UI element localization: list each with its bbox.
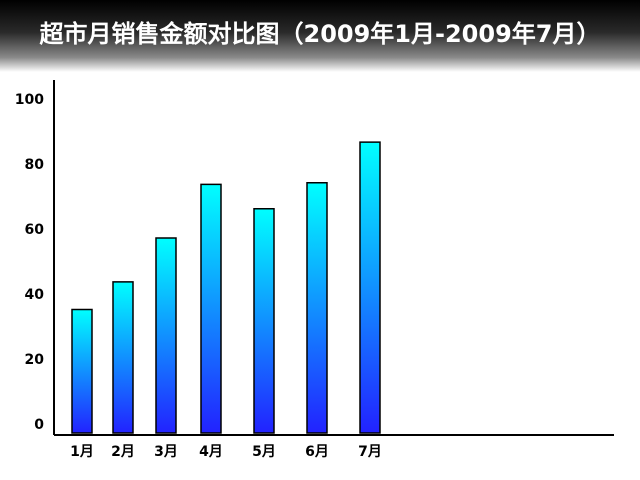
- y-tick-label: 60: [25, 222, 45, 238]
- x-tick-label: 1月: [70, 444, 94, 460]
- x-tick-label: 6月: [305, 444, 329, 460]
- bar-1: [71, 308, 93, 434]
- chart-title: 超市月销售金额对比图（2009年1月-2009年7月）: [39, 20, 601, 48]
- bar-7: [359, 141, 381, 434]
- y-tick-label: 80: [25, 157, 45, 173]
- x-tick-label: 4月: [199, 444, 223, 460]
- x-tick-label: 5月: [252, 444, 276, 460]
- y-tick-label: 20: [25, 352, 45, 368]
- y-tick-label: 0: [34, 417, 44, 433]
- bar-3: [155, 237, 177, 434]
- bar-4: [200, 183, 222, 434]
- x-tick-label: 3月: [154, 444, 178, 460]
- title-bar: 超市月销售金额对比图（2009年1月-2009年7月）: [0, 0, 640, 72]
- x-tick-label: 2月: [111, 444, 135, 460]
- bar-5: [253, 208, 275, 434]
- y-tick-label: 100: [15, 92, 44, 108]
- bar-2: [112, 281, 134, 434]
- y-tick-label: 40: [25, 287, 45, 303]
- x-tick-label: 7月: [358, 444, 382, 460]
- bar-6: [306, 182, 328, 434]
